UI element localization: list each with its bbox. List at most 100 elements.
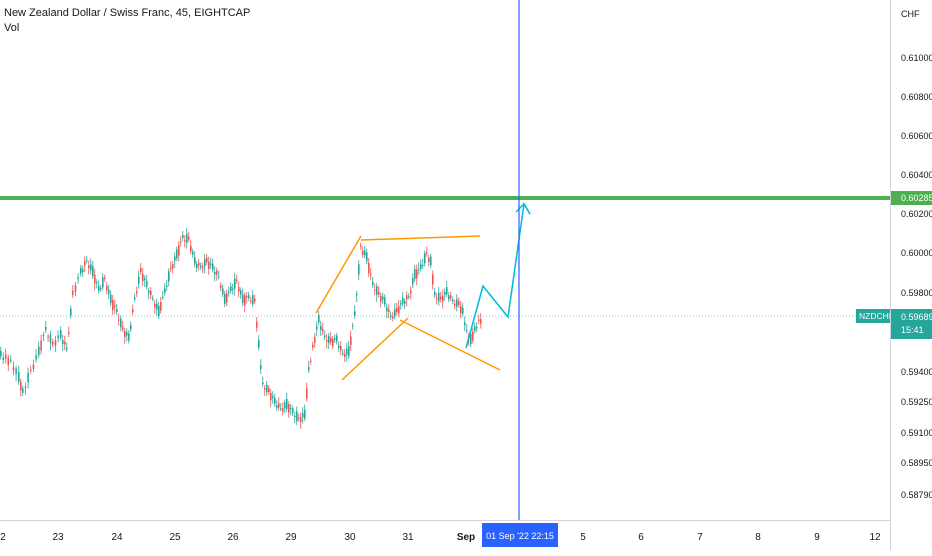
candle-body — [174, 256, 176, 261]
candle-body — [474, 326, 476, 331]
candle-body — [74, 284, 77, 293]
time-axis[interactable]: 2 23 24 25 26 29 30 31 Sep 5 6 7 8 9 12 01 Sep '22 22:1… — [0, 520, 890, 550]
candle-body — [66, 347, 68, 350]
candle-body — [106, 285, 108, 291]
chart-plot-area[interactable]: NZDCHF New Zealand Dollar / Swiss Franc,… — [0, 0, 894, 520]
candle-body — [62, 340, 64, 344]
candle-body — [194, 257, 196, 265]
candlestick-chart[interactable]: NZDCHF — [0, 0, 894, 520]
candle-body — [448, 295, 450, 300]
candle-body — [438, 292, 440, 302]
candle-body — [2, 357, 5, 360]
candle-body — [298, 417, 300, 419]
candle-body — [408, 296, 410, 298]
candle-body — [372, 282, 374, 285]
candle-body — [346, 348, 348, 355]
price-axis[interactable]: CHF 0.61000 0.60800 0.60600 0.60400 0.60200 0.… — [890, 0, 932, 550]
candle-body — [338, 345, 340, 349]
candle-body — [330, 338, 332, 342]
candle-body — [118, 319, 120, 321]
candle-body — [110, 294, 112, 304]
candle-body — [142, 273, 144, 282]
candle-body — [284, 402, 286, 409]
candle-body — [282, 408, 284, 412]
symbol-title[interactable]: New Zealand Dollar / Swiss Franc, 45, EI… — [4, 7, 251, 19]
candle-body — [364, 251, 366, 256]
candle-body — [366, 252, 368, 262]
candle-body — [168, 271, 170, 282]
candle-body — [72, 291, 74, 295]
candle-body — [122, 326, 124, 330]
candle-body — [400, 302, 402, 305]
candle-body — [218, 276, 220, 278]
candle-body — [138, 276, 140, 284]
candle-body — [244, 295, 246, 306]
candle-body — [292, 408, 294, 413]
candle-body — [362, 250, 364, 255]
candle-body — [278, 403, 280, 408]
candle-body — [148, 290, 150, 294]
candle-body — [412, 278, 414, 285]
candle-body — [354, 311, 356, 316]
candle-body — [68, 332, 70, 335]
candle-body — [198, 262, 200, 266]
candle-body — [394, 309, 396, 317]
candle-body — [392, 316, 394, 319]
candle-body — [430, 256, 432, 266]
candle-body — [182, 235, 184, 238]
candle-body — [456, 299, 458, 307]
candle-body — [140, 268, 142, 272]
time-tick-label: 6 — [638, 532, 644, 543]
candle-body — [386, 307, 388, 312]
time-tick-label: Sep — [457, 532, 475, 543]
time-tick-label: 29 — [285, 532, 297, 543]
candle-body — [52, 341, 54, 345]
candle-body — [342, 353, 344, 355]
candle-body — [348, 346, 350, 356]
candle-body — [88, 265, 90, 269]
candle-body — [146, 280, 148, 287]
candle-body — [242, 294, 244, 304]
candle-body — [358, 264, 360, 275]
price-tick-label: 0.60000 — [901, 248, 932, 258]
candle-body — [210, 263, 212, 266]
candle-body — [426, 252, 428, 254]
candle-body — [104, 277, 106, 279]
candle-body — [112, 300, 114, 310]
candle-body — [462, 307, 464, 314]
candle-body — [270, 392, 272, 401]
candle-body — [420, 264, 422, 269]
candle-body — [216, 270, 218, 275]
candle-body — [32, 364, 35, 369]
candle-body — [290, 407, 292, 409]
candle-body — [214, 271, 216, 275]
candle-body — [424, 253, 426, 264]
price-tick-label: 0.59250 — [901, 397, 932, 407]
candle-body — [442, 295, 444, 302]
candle-body — [152, 298, 154, 300]
candle-body — [396, 308, 398, 312]
candle-body — [378, 291, 380, 295]
time-tick-label: 8 — [755, 532, 761, 543]
candle-body — [304, 409, 306, 419]
candle-body — [294, 415, 296, 418]
candle-body — [428, 257, 430, 263]
candle-body — [84, 261, 86, 266]
candle-body — [310, 360, 312, 362]
candle-body — [42, 334, 45, 337]
candle-body — [40, 340, 42, 351]
candle-body — [234, 278, 236, 289]
level-price-badge — [891, 191, 932, 205]
pattern-line-lower-rise — [341, 317, 409, 381]
candle-body — [0, 350, 2, 357]
candle-body — [344, 354, 346, 357]
candle-body — [418, 268, 420, 270]
candle-body — [90, 264, 92, 271]
candle-body — [160, 302, 162, 311]
candle-body — [236, 279, 238, 281]
candle-body — [208, 261, 210, 269]
candle-body — [370, 273, 372, 275]
candle-body — [186, 233, 188, 243]
candle-body — [18, 372, 20, 382]
volume-indicator-label[interactable]: Vol — [4, 22, 20, 34]
